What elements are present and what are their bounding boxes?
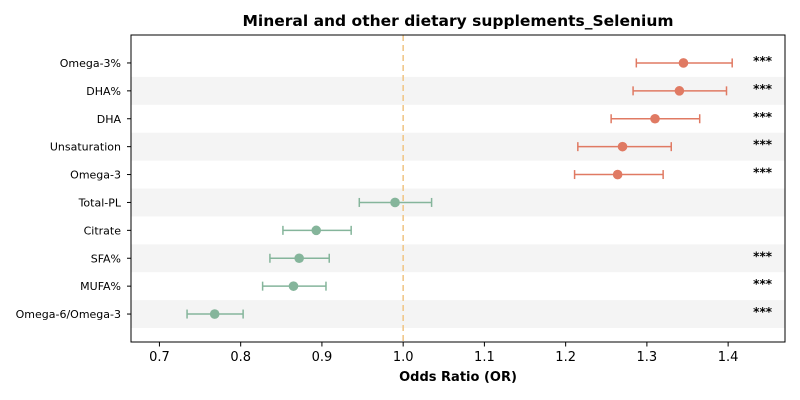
or-point — [617, 141, 628, 152]
or-point — [612, 169, 623, 180]
x-tick-label: 1.3 — [637, 350, 658, 365]
x-tick-label: 0.7 — [149, 350, 170, 365]
y-tick-label: Total-PL — [78, 196, 122, 209]
significance-marker: *** — [753, 249, 773, 263]
y-tick-label: DHA — [97, 113, 122, 126]
or-point — [311, 225, 322, 236]
row-band — [131, 244, 785, 273]
x-tick-label: 0.9 — [312, 350, 333, 365]
or-point — [678, 58, 689, 68]
x-tick-label: 1.2 — [555, 350, 576, 365]
row-band — [131, 188, 785, 217]
or-point — [288, 281, 299, 291]
axes: Omega-3% DHA% DHA Unsaturation Omega-3 Total-… — [16, 34, 786, 365]
y-tick-label: Unsaturation — [50, 141, 121, 154]
y-tick-label: SFA% — [91, 252, 121, 265]
significance-marker: *** — [753, 82, 773, 96]
significance-marker: *** — [753, 54, 773, 68]
significance-marker: *** — [753, 305, 773, 319]
plot-frame — [130, 34, 786, 343]
or-point — [674, 86, 685, 96]
x-axis-label: Odds Ratio (OR) — [399, 370, 517, 385]
significance-marker: *** — [753, 138, 773, 152]
y-tick-label: Omega-3% — [60, 57, 121, 70]
or-point — [390, 197, 400, 208]
x-tick-label: 1.1 — [474, 350, 495, 365]
y-tick-label: DHA% — [86, 85, 121, 98]
chart-title: Mineral and other dietary supplements_Se… — [242, 12, 673, 30]
y-tick-label: Omega-6/Omega-3 — [16, 308, 121, 321]
or-point — [650, 113, 660, 124]
significance-marker: *** — [753, 110, 773, 124]
row-band — [131, 132, 785, 161]
significance-marker: *** — [753, 166, 773, 180]
or-point — [209, 309, 220, 319]
data-marks: *** *** *** *** *** *** *** *** — [186, 54, 773, 319]
y-tick-label: MUFA% — [80, 280, 121, 293]
x-tick-label: 1.0 — [393, 350, 414, 365]
y-tick-label: Omega-3 — [70, 169, 121, 182]
y-tick-label: Citrate — [84, 224, 122, 237]
x-tick-label: 0.8 — [230, 350, 251, 365]
row-bands — [131, 76, 785, 328]
x-tick-label: 1.4 — [718, 350, 739, 365]
significance-marker: *** — [753, 277, 773, 291]
or-point — [294, 253, 304, 264]
